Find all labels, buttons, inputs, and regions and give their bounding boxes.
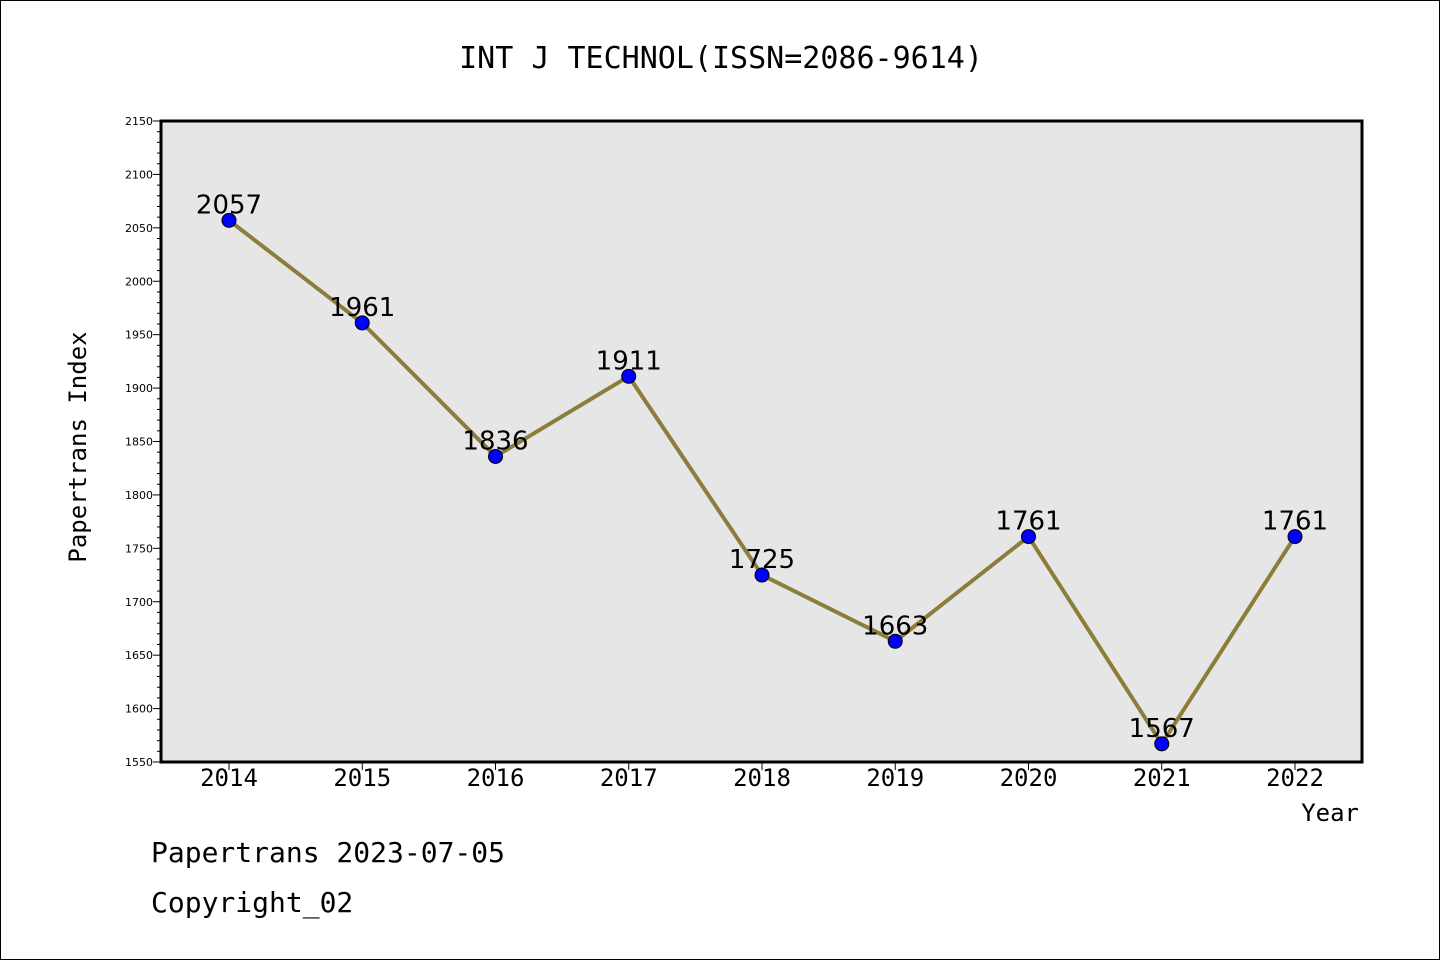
- y-tick-label: 1950: [125, 329, 153, 342]
- data-label: 1725: [729, 545, 795, 575]
- y-tick-label: 1700: [125, 596, 153, 609]
- y-tick-label: 2050: [125, 222, 153, 235]
- y-axis-label: Papertrans Index: [64, 331, 92, 562]
- data-point: [887, 633, 903, 649]
- data-label: 1761: [1262, 507, 1328, 537]
- data-point: [754, 567, 770, 583]
- x-tick-label: 2020: [1000, 764, 1058, 792]
- data-label: 1761: [995, 507, 1061, 537]
- y-tick-label: 1900: [125, 382, 153, 395]
- footer-copyright: Copyright_02: [151, 886, 354, 919]
- data-points: 2057 1961 1836 1911 1725 1663 1761 1567 1761: [196, 190, 1328, 752]
- y-tick-label: 2100: [125, 168, 153, 181]
- y-tick-label: 1550: [125, 756, 153, 769]
- y-tick-label: 1850: [125, 436, 153, 449]
- y-tick-label: 1650: [125, 649, 153, 662]
- chart-title: INT J TECHNOL(ISSN=2086-9614): [459, 41, 983, 76]
- footer-date: Papertrans 2023-07-05: [151, 836, 506, 869]
- x-axis-label: Year: [1301, 799, 1359, 827]
- data-label: 1911: [596, 346, 662, 376]
- x-tick-label: 2021: [1133, 764, 1191, 792]
- data-label: 2057: [196, 190, 262, 220]
- data-label: 1567: [1129, 714, 1195, 744]
- plot-border: [159, 119, 1364, 764]
- x-axis: 2014 2015 2016 2017 2018 2019 2020 2021 2022: [200, 762, 1324, 792]
- data-point: [1154, 736, 1170, 752]
- y-tick-label: 1750: [125, 542, 153, 555]
- x-tick-label: 2018: [733, 764, 791, 792]
- y-tick-label: 2150: [125, 115, 153, 128]
- y-tick-label: 2000: [125, 275, 153, 288]
- data-point: [621, 368, 637, 384]
- x-tick-label: 2014: [200, 764, 258, 792]
- x-tick-label: 2019: [866, 764, 924, 792]
- data-point: [221, 212, 237, 228]
- y-axis: 1550 1600 1650 1700 1750 1800 1850 1900 1950 2000…: [125, 115, 161, 769]
- data-point: [1287, 529, 1303, 545]
- x-tick-label: 2017: [600, 764, 658, 792]
- x-tick-label: 2015: [333, 764, 391, 792]
- y-tick-label: 1800: [125, 489, 153, 502]
- data-label: 1663: [862, 611, 928, 641]
- data-point: [354, 315, 370, 331]
- plot-area: [161, 121, 1362, 762]
- data-label: 1961: [329, 293, 395, 323]
- x-tick-label: 2022: [1266, 764, 1324, 792]
- y-tick-label: 1600: [125, 703, 153, 716]
- data-label: 1836: [462, 426, 528, 456]
- data-point: [1021, 529, 1036, 545]
- data-point: [488, 448, 503, 464]
- x-tick-label: 2016: [467, 764, 525, 792]
